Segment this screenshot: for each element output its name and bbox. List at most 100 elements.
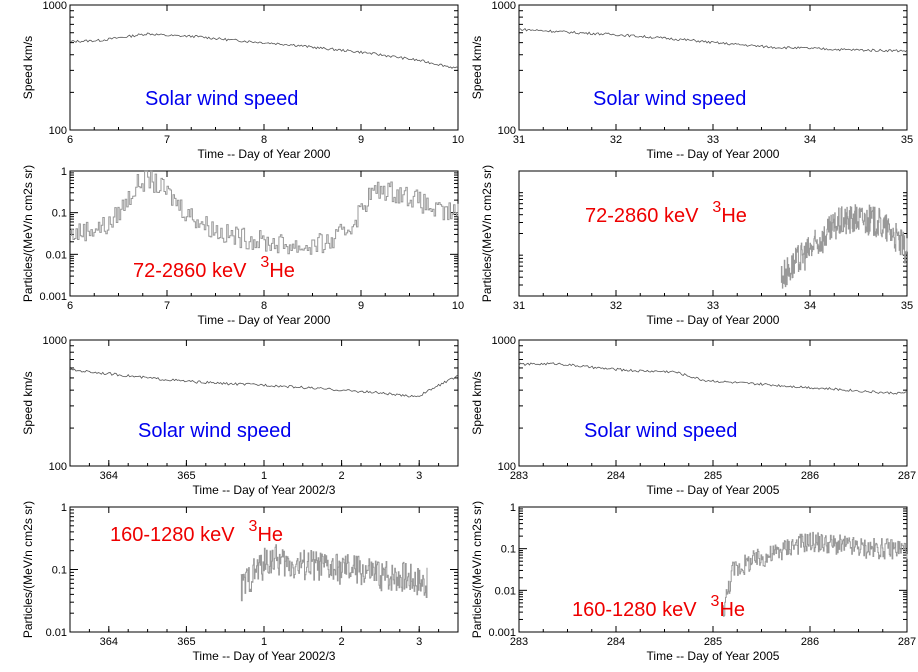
x-tick-label: 364 — [100, 470, 118, 482]
x-tick-label: 286 — [801, 636, 819, 648]
y-tick-label: 0.1 — [52, 565, 67, 577]
x-tick-label: 6 — [67, 134, 73, 146]
plot-frame — [518, 4, 908, 131]
y-tick-label: 1 — [510, 502, 516, 514]
x-tick-label: 285 — [704, 470, 722, 482]
element-symbol: He — [721, 205, 747, 227]
chart-panel-p6: 283 284 285 286 287 100 1000 Time -- Day of Yea… — [470, 335, 916, 497]
data-series-line — [240, 544, 428, 602]
x-tick-label: 10 — [452, 300, 464, 312]
y-tick-label: 1 — [61, 502, 67, 514]
y-tick-label: 100 — [498, 125, 516, 137]
y-tick-label: 1000 — [492, 335, 516, 347]
x-axis-label: Time -- Day of Year 2000 — [647, 313, 780, 327]
y-tick-label: 1 — [61, 166, 67, 178]
y-tick-label: 0.1 — [501, 544, 516, 556]
data-series-line — [780, 204, 908, 289]
x-tick-label: 7 — [164, 300, 170, 312]
plot-frame — [69, 4, 459, 131]
annotation-label: 160-1280 keV 3He — [110, 518, 283, 546]
annotation-text: Solar wind speed — [593, 88, 746, 110]
x-tick-label: 3 — [416, 636, 422, 648]
annotation-text: Solar wind speed — [138, 420, 291, 442]
annotation-label: 72-2860 keV 3He — [585, 199, 747, 227]
x-tick-label: 2 — [339, 470, 345, 482]
element-symbol: He — [257, 524, 283, 546]
x-tick-label: 32 — [610, 300, 622, 312]
x-tick-label: 35 — [901, 300, 913, 312]
x-tick-label: 365 — [177, 470, 195, 482]
x-tick-label: 9 — [358, 300, 364, 312]
y-tick-label: 0.01 — [46, 627, 67, 639]
x-axis-label: Time -- Day of Year 2000 — [647, 147, 780, 161]
isotope-superscript: 3 — [712, 199, 721, 216]
x-tick-label: 287 — [898, 636, 916, 648]
y-axis-label: Particles/(MeV/n cm2s sr) — [480, 165, 494, 302]
data-series-line — [69, 368, 459, 398]
x-axis-label: Time -- Day of Year 2005 — [647, 649, 780, 663]
x-tick-label: 34 — [804, 300, 816, 312]
y-axis-label: Speed km/s — [470, 371, 484, 434]
x-tick-label: 35 — [901, 134, 913, 146]
y-tick-label: 100 — [49, 125, 67, 137]
x-tick-label: 3 — [416, 470, 422, 482]
y-axis-label: Particles/(MeV/n cm2s sr) — [21, 165, 35, 302]
y-axis-label: Particles/(MeV/n cm2s sr) — [21, 501, 35, 638]
x-tick-label: 364 — [100, 636, 118, 648]
annotation-label: Solar wind speed — [593, 88, 746, 110]
y-axis-label: Particles/(MeV/n cm2s sr) — [470, 501, 484, 638]
x-tick-label: 32 — [610, 134, 622, 146]
x-tick-label: 34 — [804, 134, 816, 146]
element-symbol: He — [719, 599, 745, 621]
x-tick-label: 284 — [607, 470, 625, 482]
data-series-line — [722, 531, 908, 617]
x-tick-label: 31 — [513, 134, 525, 146]
x-tick-label: 283 — [510, 470, 528, 482]
x-axis-label: Time -- Day of Year 2002/3 — [193, 483, 336, 497]
y-tick-label: 100 — [498, 461, 516, 473]
y-axis-label: Speed km/s — [21, 371, 35, 434]
x-tick-label: 365 — [177, 636, 195, 648]
plot-frame — [518, 339, 908, 467]
x-tick-label: 8 — [261, 300, 267, 312]
chart-panel-p2: 31 32 33 34 35 100 1000 Time -- Day of Year 200… — [470, 0, 913, 161]
x-tick-label: 33 — [707, 300, 719, 312]
y-axis-label: Speed km/s — [470, 36, 484, 99]
plot-frame — [518, 170, 908, 297]
y-tick-label: 1000 — [492, 0, 516, 12]
annotation-label: 72-2860 keV 3He — [133, 254, 295, 282]
isotope-superscript: 3 — [260, 254, 269, 271]
x-tick-label: 1 — [261, 470, 267, 482]
y-tick-label: 1000 — [43, 0, 67, 12]
data-series-line — [518, 362, 908, 395]
y-tick-label: 0.01 — [46, 249, 67, 261]
element-symbol: He — [269, 260, 295, 282]
annotation-text: 160-1280 keV — [572, 599, 697, 621]
data-series-line — [70, 170, 459, 255]
x-tick-label: 8 — [261, 134, 267, 146]
y-tick-label: 100 — [49, 461, 67, 473]
plot-frame — [69, 339, 459, 467]
x-tick-label: 1 — [261, 636, 267, 648]
x-axis-label: Time -- Day of Year 2000 — [198, 147, 331, 161]
x-tick-label: 287 — [898, 470, 916, 482]
annotation-text: 72-2860 keV — [133, 260, 247, 282]
annotation-text: 160-1280 keV — [110, 524, 235, 546]
x-tick-label: 6 — [67, 300, 73, 312]
x-tick-label: 285 — [704, 636, 722, 648]
x-tick-label: 31 — [513, 300, 525, 312]
x-tick-label: 10 — [452, 134, 464, 146]
annotation-label: 160-1280 keV 3He — [572, 593, 745, 621]
chart-panel-p3: 6 7 8 9 10 0.001 0.01 0.1 1 Time -- Day of Year 2… — [21, 165, 464, 327]
x-tick-label: 284 — [607, 636, 625, 648]
data-series-line — [518, 28, 908, 53]
chart-panel-p5: 364 365 1 2 3 100 1000 Time -- Day of Year 2002… — [21, 335, 459, 497]
x-tick-label: 286 — [801, 470, 819, 482]
x-tick-label: 9 — [358, 134, 364, 146]
chart-panel-p8: 283 284 285 286 287 0.001 0.01 0.1 1 Time -- Day … — [470, 501, 916, 663]
annotation-label: Solar wind speed — [584, 420, 737, 442]
annotation-text: Solar wind speed — [145, 88, 298, 110]
x-tick-label: 2 — [339, 636, 345, 648]
